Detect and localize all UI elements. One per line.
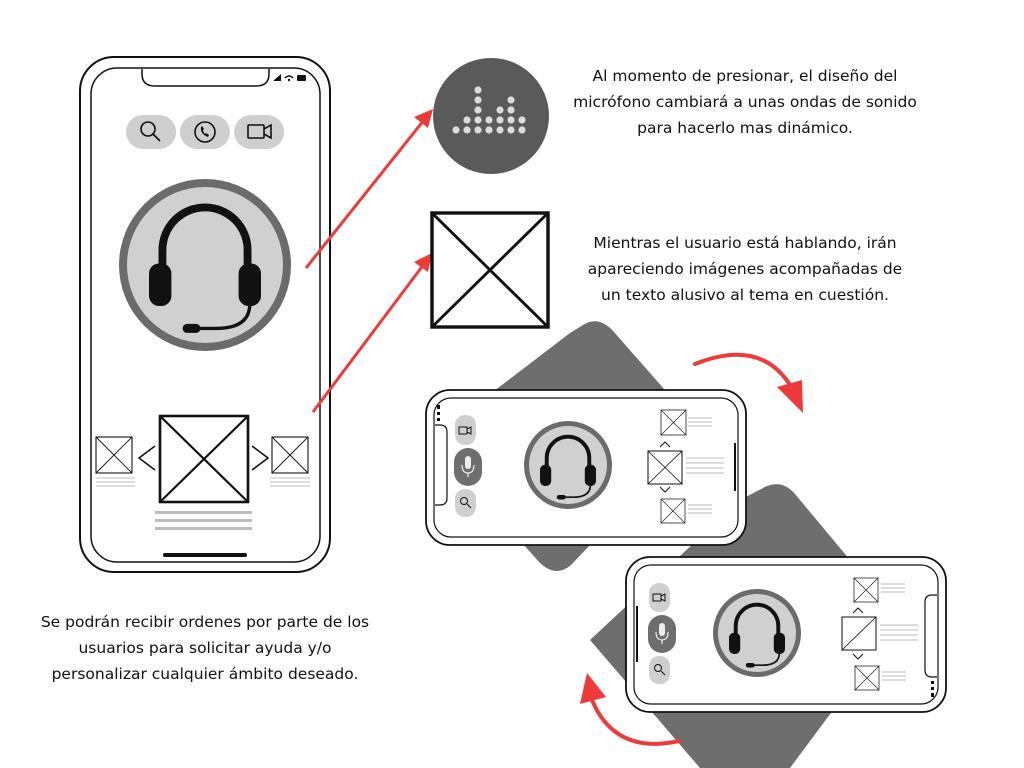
images-caption: Mientras el usuario está hablando, irán … <box>587 234 903 304</box>
scroll-indicator[interactable] <box>734 443 736 491</box>
chevron-down-icon[interactable] <box>852 653 864 660</box>
sound-wave-icon <box>452 86 526 134</box>
video-camera-icon <box>247 123 272 140</box>
carousel-thumb-right[interactable] <box>271 436 309 474</box>
list-item[interactable] <box>841 616 877 651</box>
rotate-arrow-bottom <box>580 673 681 746</box>
orders-caption: Se podrán recibir ordenes por parte de l… <box>40 613 370 683</box>
home-indicator <box>163 553 247 557</box>
headset-button[interactable] <box>119 179 291 351</box>
carousel-main-image[interactable] <box>158 414 250 504</box>
list-item[interactable] <box>853 577 879 603</box>
video-camera-icon <box>458 426 472 435</box>
landscape-phone-mockup-1 <box>425 389 747 546</box>
call-button[interactable] <box>180 115 230 149</box>
image-carousel <box>95 414 310 530</box>
scroll-indicator[interactable] <box>636 606 638 662</box>
chevron-down-icon[interactable] <box>659 486 671 493</box>
video-camera-icon <box>652 593 666 602</box>
microphone-icon <box>655 623 669 644</box>
image-list <box>647 409 724 524</box>
image-list <box>841 577 918 691</box>
carousel-next-arrow[interactable] <box>251 445 270 471</box>
carousel-thumb-left[interactable] <box>95 436 133 474</box>
search-button[interactable] <box>126 115 176 149</box>
video-button[interactable] <box>649 583 670 612</box>
phone-icon <box>194 121 216 143</box>
phone-notch <box>141 69 270 87</box>
sound-wave-button <box>433 58 549 174</box>
list-item[interactable] <box>660 498 686 524</box>
search-button[interactable] <box>649 656 670 684</box>
arrow-to-image-placeholder <box>311 253 432 413</box>
carousel-prev-arrow[interactable] <box>137 445 156 471</box>
status-bar-icons <box>273 74 306 82</box>
video-button[interactable] <box>234 115 284 149</box>
portrait-phone-mockup <box>79 56 331 573</box>
chevron-up-icon[interactable] <box>659 441 671 448</box>
search-icon <box>654 664 666 676</box>
search-icon <box>140 121 161 142</box>
chevron-up-icon[interactable] <box>852 607 864 614</box>
list-item[interactable] <box>660 409 687 436</box>
headset-button[interactable] <box>524 421 612 509</box>
sound-wave-caption: Al momento de presionar, el diseño del m… <box>573 67 917 137</box>
headset-button[interactable] <box>713 589 801 677</box>
landscape-phone-mockup-2 <box>625 556 947 713</box>
search-icon <box>460 497 472 509</box>
list-item[interactable] <box>647 450 683 485</box>
rotate-arrow-top <box>693 352 803 413</box>
list-item[interactable] <box>854 665 880 691</box>
carousel-caption-lines <box>155 511 252 530</box>
search-button[interactable] <box>455 489 476 517</box>
video-button[interactable] <box>455 415 476 445</box>
image-placeholder-large <box>430 211 550 329</box>
microphone-icon <box>461 456 475 477</box>
arrow-to-sound-wave <box>304 109 433 269</box>
